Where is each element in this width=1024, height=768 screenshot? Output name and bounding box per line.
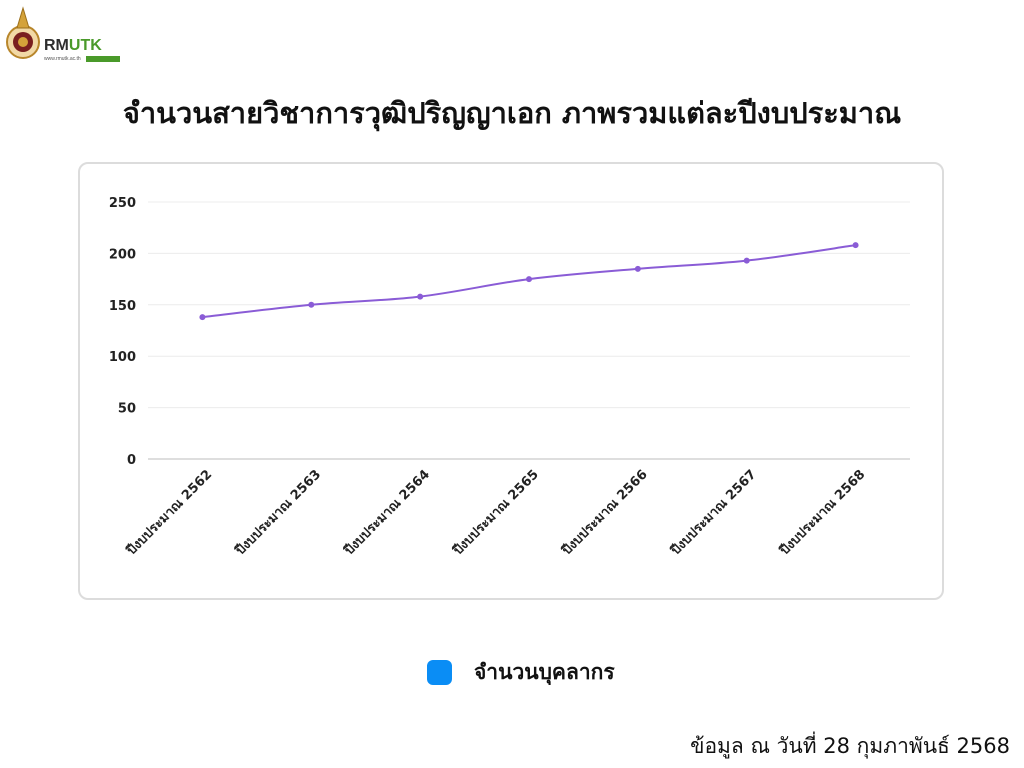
x-tick-label: ปีงบประมาณ 2566: [558, 467, 650, 559]
brand-logo-text: RMUTK: [44, 37, 102, 54]
data-point: [634, 265, 641, 272]
x-tick-label: ปีงบประมาณ 2567: [667, 467, 759, 559]
data-point: [308, 301, 315, 308]
y-tick-label: 50: [118, 402, 136, 417]
logo-url: www.rmutk.ac.th: [44, 56, 81, 62]
data-point: [199, 314, 206, 321]
chart-card: 0 50 100 150 200 250 ปีงบประมาณ 2562 ปีงบประมาณ…: [78, 162, 944, 600]
y-tick-label: 0: [127, 453, 136, 468]
chart-title: จำนวนสายวิชาการวุฒิปริญญาเอก ภาพรวมแต่ละ…: [122, 96, 902, 130]
x-tick-label: ปีงบประมาณ 2562: [123, 467, 215, 559]
y-tick-label: 200: [109, 247, 136, 262]
data-point: [417, 293, 424, 300]
legend-label: จำนวนบุคลากร: [474, 659, 615, 684]
data-point: [743, 257, 750, 264]
y-tick-label: 150: [109, 299, 136, 314]
university-seal-icon: [6, 6, 40, 59]
x-tick-label: ปีงบประมาณ 2563: [232, 467, 324, 559]
legend: จำนวนบุคลากร: [427, 658, 615, 686]
data-point: [526, 276, 532, 283]
data-point: [852, 242, 859, 249]
x-tick-label: ปีงบประมาณ 2565: [449, 467, 541, 559]
y-tick-label: 250: [109, 196, 136, 211]
x-tick-label: ปีงบประมาณ 2564: [341, 467, 433, 559]
legend-swatch: [427, 659, 452, 685]
data-date-footnote: ข้อมูล ณ วันที่ 28 กุมภาพันธ์ 2568: [690, 734, 1010, 758]
logo-tag: [86, 56, 120, 62]
logo: RMUTK www.rmutk.ac.th: [4, 4, 120, 64]
y-tick-label: 100: [109, 350, 136, 365]
x-tick-label: ปีงบประมาณ 2568: [776, 467, 868, 559]
